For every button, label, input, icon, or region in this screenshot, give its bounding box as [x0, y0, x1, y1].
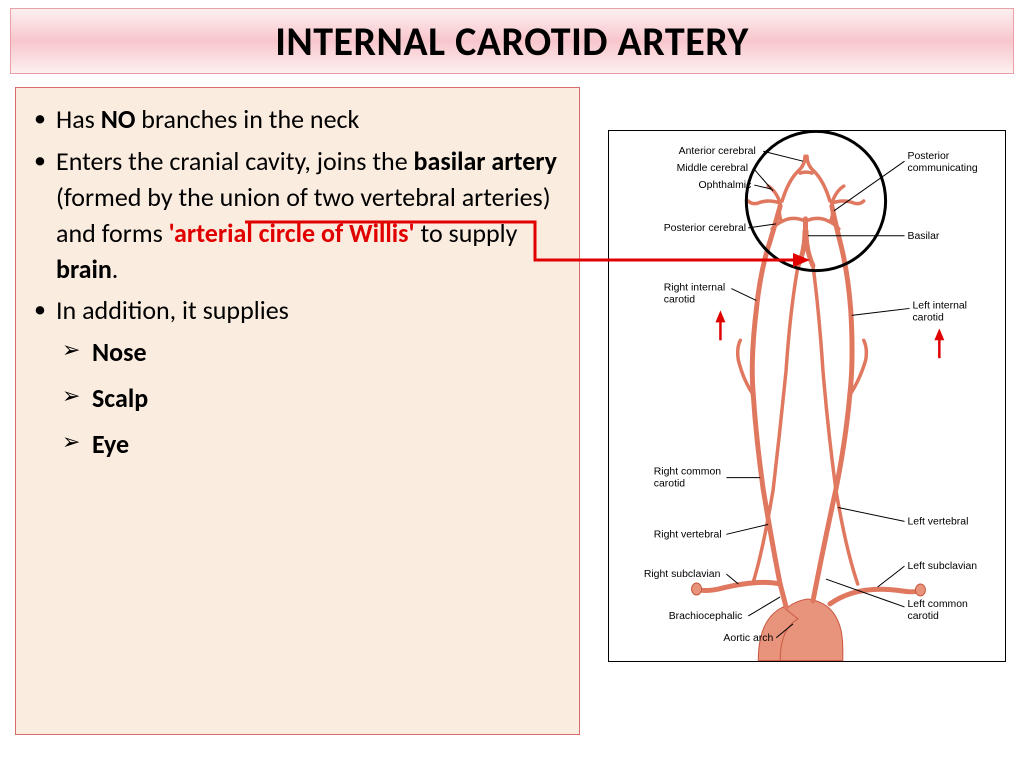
anterior-cerebral-r: [782, 156, 805, 201]
slide-title: INTERNAL CAROTID ARTERY: [10, 8, 1014, 74]
left-common-carotid-shape: [813, 395, 850, 601]
bullet-2: Enters the cranial cavity, joins the bas…: [56, 144, 559, 288]
anatomy-diagram: Anterior cerebral Middle cerebral Ophtha…: [608, 130, 1006, 662]
leader: [838, 507, 905, 521]
anterior-communicating: [800, 172, 812, 173]
red-arrow-left-carotid: [934, 328, 944, 358]
label-left-vertebral: Left vertebral: [907, 516, 968, 527]
label-posterior-communicating: Posteriorcommunicating: [907, 151, 977, 174]
label-posterior-cerebral: Posterior cerebral: [664, 223, 746, 234]
right-common-carotid-shape: [753, 395, 780, 584]
label-anterior-cerebral: Anterior cerebral: [679, 146, 756, 157]
leader: [878, 566, 905, 587]
leader: [763, 151, 803, 161]
post-comm-r: [779, 206, 781, 221]
text: In addition, it supplies: [56, 294, 289, 326]
label-middle-cerebral: Middle cerebral: [677, 163, 748, 174]
right-subclavian-end: [692, 583, 702, 595]
label-basilar: Basilar: [907, 231, 939, 242]
label-ophthalmic: Ophthalmic: [699, 180, 752, 191]
sub-bullet-nose: Nose: [92, 335, 559, 371]
artery-svg: Anterior cerebral Middle cerebral Ophtha…: [609, 131, 1005, 661]
left-subclavian-end: [915, 584, 925, 596]
middle-cerebral-r: [748, 201, 780, 204]
sub-bullet-eye: Eye: [92, 427, 559, 463]
leader: [731, 289, 756, 301]
sub-bullet-scalp: Scalp: [92, 381, 559, 417]
text: .: [112, 253, 119, 285]
anterior-cerebral-l: [807, 156, 830, 201]
text-bold: NO: [101, 103, 136, 135]
bullet-3: In addition, it supplies Nose Scalp Eye: [56, 293, 559, 463]
content-panel: Has NO branches in the neck Enters the c…: [15, 87, 580, 735]
label-brachiocephalic: Brachiocephalic: [669, 611, 743, 622]
red-arrow-right-carotid: [715, 310, 725, 340]
label-left-common-carotid: Left commoncarotid: [907, 599, 968, 622]
leader: [826, 579, 905, 607]
brachiocephalic-shape: [780, 584, 786, 607]
left-internal-carotid-shape: [832, 206, 852, 395]
post-comm-l: [831, 206, 833, 221]
leader: [726, 574, 738, 584]
text-red-bold: 'arterial circle of Willis': [169, 217, 415, 249]
label-left-internal-carotid: Left internalcarotid: [912, 300, 967, 323]
label-right-subclavian: Right subclavian: [644, 569, 721, 580]
text: branches in the neck: [135, 103, 359, 135]
leader: [852, 308, 910, 315]
label-left-subclavian: Left subclavian: [907, 561, 977, 572]
text: Enters the cranial cavity, joins the: [56, 145, 414, 177]
label-right-common-carotid: Right commoncarotid: [654, 467, 721, 490]
text-bold: basilar artery: [414, 145, 557, 177]
text-bold: brain: [56, 253, 112, 285]
label-right-vertebral: Right vertebral: [654, 529, 722, 540]
label-right-internal-carotid: Right internalcarotid: [664, 283, 726, 306]
label-aortic-arch: Aortic arch: [723, 633, 773, 644]
bullet-1: Has NO branches in the neck: [56, 102, 559, 138]
leader: [726, 524, 768, 534]
text: Has: [56, 103, 101, 135]
text: to supply: [415, 217, 518, 249]
right-vertebral-shape: [753, 266, 798, 582]
